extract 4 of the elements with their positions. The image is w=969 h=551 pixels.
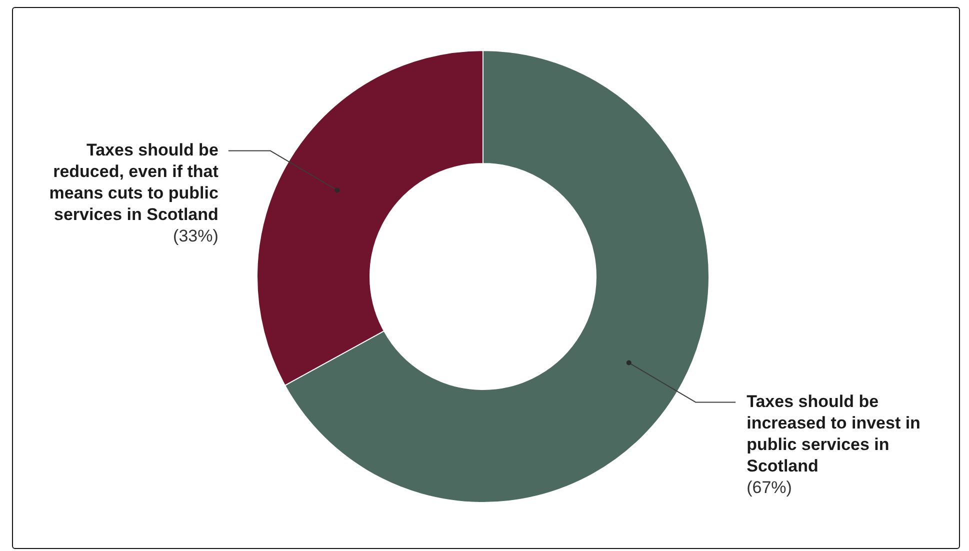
data-label: (67%): [746, 478, 792, 497]
data-label: (33%): [173, 226, 218, 246]
category-label: Taxes should be reduced, even if that means cuts to public services in Scotland: [49, 140, 218, 224]
category-label: Taxes should be increased to invest in public services in Scotland: [746, 392, 920, 476]
